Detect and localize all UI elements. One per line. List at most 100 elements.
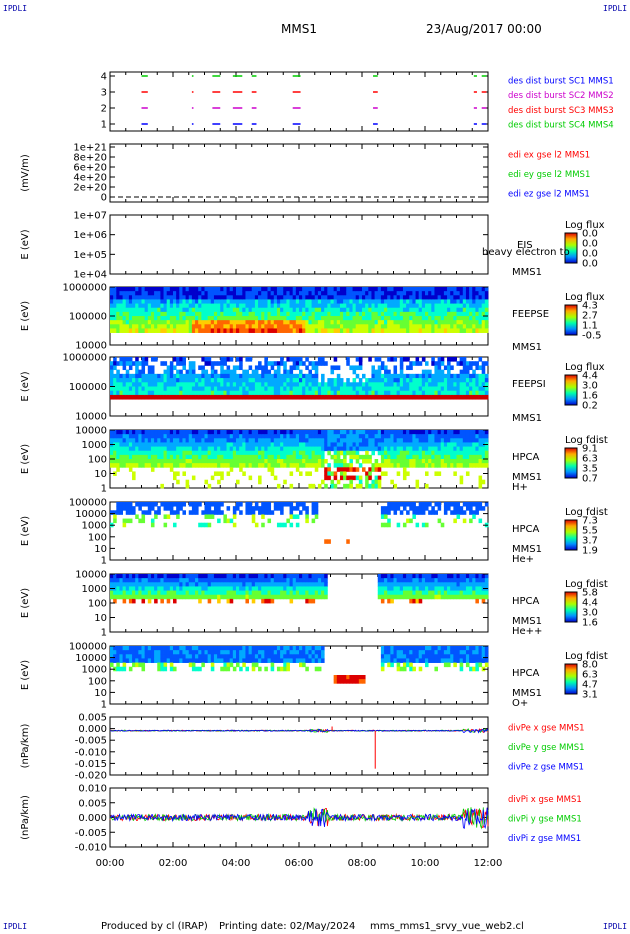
spectrogram-cell — [475, 324, 479, 329]
spectrogram-cell — [147, 328, 152, 333]
spectrogram-cell — [138, 578, 142, 583]
spectrogram-cell — [226, 454, 231, 460]
spectrogram-cell — [264, 287, 268, 292]
spectrogram-cell — [469, 373, 473, 379]
spectrogram-cell — [248, 365, 253, 371]
spectrogram-cell — [154, 382, 158, 387]
spectrogram-cell — [456, 390, 461, 396]
spectrogram-cell — [440, 430, 445, 435]
spectrogram-cell — [333, 287, 338, 292]
spectrogram-cell — [248, 506, 253, 511]
spectrogram-cell — [362, 390, 366, 396]
spectrogram-cell — [465, 311, 470, 317]
spectrogram-cell — [327, 430, 331, 435]
spectrogram-cell — [122, 450, 127, 456]
spectrogram-cell — [484, 311, 489, 317]
spectrogram-cell — [236, 357, 240, 362]
spectrogram-cell — [333, 311, 338, 317]
spectrogram-cell — [377, 287, 382, 292]
spectrogram-cell — [462, 291, 467, 296]
spectrogram-cell — [258, 594, 262, 600]
spectrogram-cell — [220, 299, 224, 304]
spectrogram-cell — [390, 454, 394, 460]
spectrogram-cell — [110, 386, 114, 392]
spectrogram-cell — [371, 365, 375, 371]
spectrogram-cell — [371, 324, 375, 329]
spectrogram-cell — [280, 320, 284, 325]
spectrogram-cell — [113, 324, 117, 329]
spectrogram-cell — [157, 311, 161, 317]
spectrogram-cell — [188, 320, 193, 325]
spectrogram-cell — [135, 328, 139, 333]
spectrogram-cell — [481, 320, 486, 325]
spectrogram-cell — [412, 373, 416, 379]
spectrogram-cell — [116, 291, 120, 296]
spectrogram-cell — [286, 582, 290, 587]
spectrogram-cell — [437, 459, 442, 464]
spectrogram-cell — [402, 578, 407, 583]
spectrogram-cell — [258, 287, 262, 292]
spectrogram-cell — [138, 574, 142, 579]
spectrogram-cell — [399, 324, 404, 329]
spectrogram-cell — [232, 446, 237, 452]
spectrogram-cell — [421, 386, 426, 392]
spectrogram-cell — [113, 316, 117, 321]
spectrogram-cell — [289, 594, 294, 600]
spectrogram-cell — [276, 365, 281, 371]
spectrogram-cell — [447, 586, 451, 591]
spectrogram-cell — [412, 463, 416, 468]
spectrogram-cell — [443, 382, 448, 387]
spectrogram-cell — [384, 450, 388, 456]
spectrogram-cell — [472, 463, 476, 468]
spectrogram-cell — [465, 442, 470, 447]
spectrogram-cell — [327, 291, 331, 296]
spectrogram-cell — [305, 365, 309, 371]
spectrogram-cell — [229, 590, 234, 596]
spectrogram-cell — [119, 574, 123, 579]
spectrogram-cell — [182, 430, 186, 435]
spectrogram-cell — [207, 594, 212, 600]
spectrogram-cell — [179, 386, 183, 392]
spectrogram-cell — [314, 578, 319, 583]
spectrogram-cell — [317, 446, 322, 452]
spectrogram-cell — [113, 463, 117, 468]
spectrogram-cell — [154, 510, 158, 515]
spectrogram-cell — [280, 438, 284, 443]
spectrogram-cell — [453, 510, 457, 515]
spectrogram-cell — [314, 450, 319, 456]
spectrogram-cell — [128, 365, 133, 371]
spectrogram-cell — [343, 311, 347, 317]
spectrogram-cell — [387, 442, 391, 447]
spectrogram-cell — [371, 299, 375, 304]
spectrogram-cell — [412, 578, 416, 583]
spectrogram-cell — [267, 316, 272, 321]
spectrogram-cell — [280, 378, 284, 383]
spectrogram-cell — [207, 522, 212, 528]
spectrogram-cell — [289, 574, 294, 579]
spectrogram-cell — [254, 394, 259, 400]
spectrogram-cell — [295, 514, 300, 519]
spectrogram-cell — [188, 502, 193, 507]
spectrogram-cell — [113, 295, 117, 300]
spectrogram-cell — [132, 394, 136, 400]
spectrogram-cell — [116, 382, 120, 387]
panel-frame-9 — [109, 716, 489, 776]
spectrogram-cell — [185, 291, 190, 296]
spectrogram-cell — [229, 467, 234, 472]
spectrogram-cell — [122, 438, 127, 443]
spectrogram-cell — [447, 307, 451, 313]
spectrogram-cell — [324, 328, 328, 333]
spectrogram-cell — [447, 287, 451, 292]
spectrogram-cell — [223, 394, 227, 400]
spectrogram-cell — [384, 295, 388, 300]
spectrogram-cell — [431, 328, 435, 333]
spectrogram-cell — [393, 574, 398, 579]
spectrogram-cell — [481, 386, 486, 392]
spectrogram-cell — [418, 446, 423, 452]
spectrogram-cell — [462, 357, 467, 362]
spectrogram-cell — [368, 475, 372, 481]
spectrogram-cell — [453, 324, 457, 329]
spectrogram-cell — [311, 502, 316, 507]
spectrogram-cell — [393, 291, 398, 296]
spectrogram-cell — [195, 303, 199, 309]
